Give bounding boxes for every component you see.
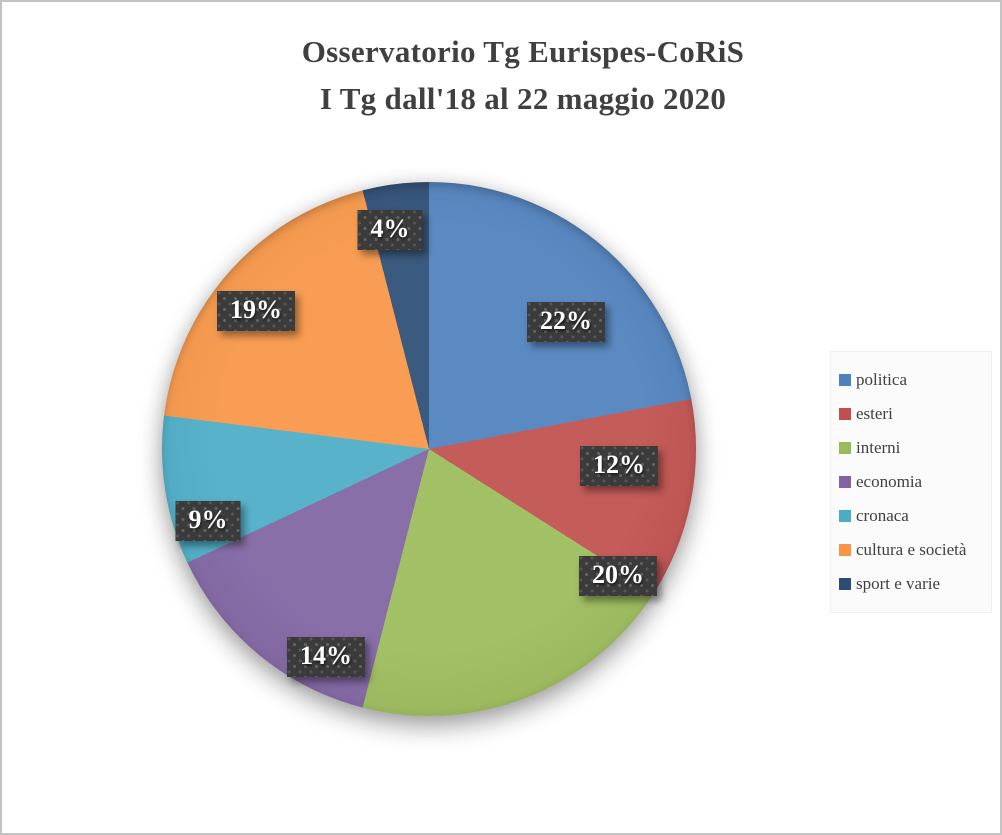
legend-item-interni: interni: [839, 431, 991, 465]
data-label-cultura-e-societ: 19%: [217, 291, 295, 331]
legend-swatch-politica: [839, 374, 851, 386]
legend: politica esteri interni economia cronaca cult…: [830, 351, 992, 613]
data-label-economia: 14%: [287, 637, 365, 677]
legend-label-sport-e-varie: sport e varie: [856, 574, 941, 593]
legend-item-esteri: esteri: [839, 397, 991, 431]
legend-item-politica: politica: [839, 363, 991, 397]
data-label-politica: 22%: [527, 302, 605, 342]
legend-label-cultura-e-societ: cultura e società: [856, 540, 967, 559]
legend-item-cultura-e-societ: cultura e società: [839, 533, 991, 567]
legend-label-esteri: esteri: [856, 404, 893, 423]
legend-item-sport-e-varie: sport e varie: [839, 567, 991, 601]
chart-title-line-1: Osservatorio Tg Eurispes-CoRiS: [301, 34, 745, 69]
legend-swatch-interni: [839, 442, 851, 454]
legend-label-cronaca: cronaca: [856, 506, 909, 525]
legend-label-economia: economia: [856, 472, 923, 491]
legend-swatch-cultura-e-societ: [839, 544, 851, 556]
data-label-cronaca: 9%: [176, 501, 241, 541]
legend-label-politica: politica: [856, 370, 907, 389]
legend-swatch-economia: [839, 476, 851, 488]
legend-item-economia: economia: [839, 465, 991, 499]
legend-swatch-esteri: [839, 408, 851, 420]
chart-title-line-2: I Tg dall'18 al 22 maggio 2020: [319, 81, 727, 116]
data-label-interni: 20%: [579, 556, 657, 596]
chart-title: Osservatorio Tg Eurispes-CoRiS I Tg dall…: [24, 28, 1000, 122]
legend-item-cronaca: cronaca: [839, 499, 991, 533]
legend-swatch-cronaca: [839, 510, 851, 522]
legend-label-interni: interni: [856, 438, 901, 457]
data-label-esteri: 12%: [580, 446, 658, 486]
legend-swatch-sport-e-varie: [839, 578, 851, 590]
data-label-sport-e-varie: 4%: [358, 210, 423, 250]
